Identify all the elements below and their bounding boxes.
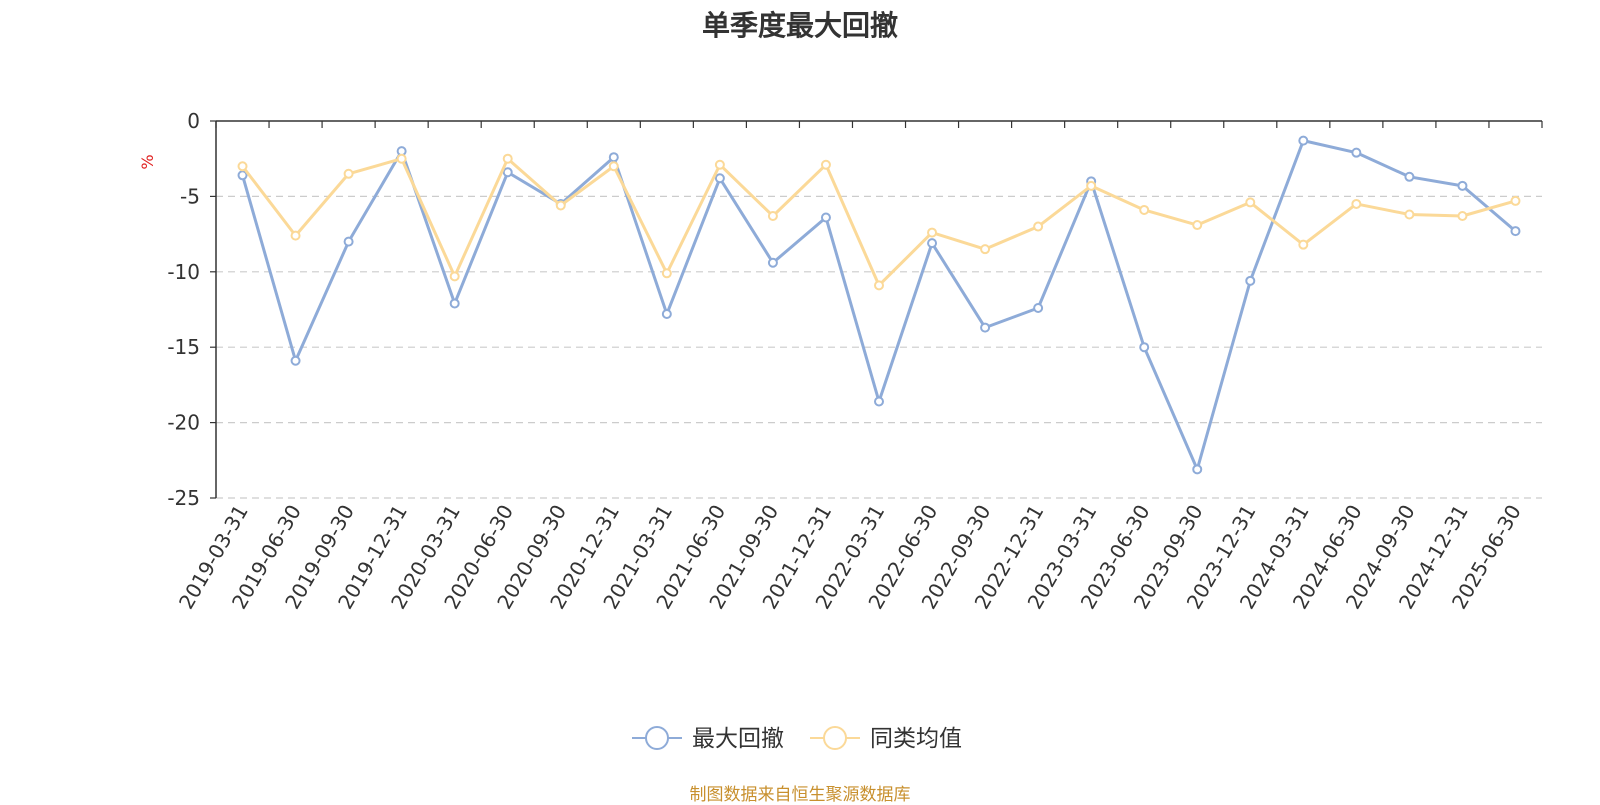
y-tick-label: 0	[187, 109, 200, 133]
data-point[interactable]	[1351, 147, 1362, 158]
data-point[interactable]	[714, 159, 725, 170]
data-point[interactable]	[449, 298, 460, 309]
data-point[interactable]	[661, 309, 672, 320]
data-point[interactable]	[1245, 197, 1256, 208]
data-point[interactable]	[1298, 239, 1309, 250]
data-point[interactable]	[1245, 275, 1256, 286]
data-point[interactable]	[608, 152, 619, 163]
data-point[interactable]	[1351, 198, 1362, 209]
data-point[interactable]	[608, 161, 619, 172]
data-point[interactable]	[661, 268, 672, 279]
data-point[interactable]	[1033, 302, 1044, 313]
grid-lines	[216, 195, 1542, 499]
data-point[interactable]	[820, 159, 831, 170]
data-point[interactable]	[874, 396, 884, 407]
data-point[interactable]	[290, 355, 301, 366]
y-tick-label: -20	[167, 411, 200, 435]
data-point[interactable]	[714, 173, 725, 184]
series-line	[241, 157, 1516, 287]
legend-item[interactable]: 最大回撤	[632, 726, 784, 752]
chart-title: 单季度最大回撤	[701, 9, 898, 42]
data-point[interactable]	[1192, 464, 1203, 475]
data-point[interactable]	[449, 271, 460, 282]
legend-label: 最大回撤	[692, 726, 784, 752]
data-point[interactable]	[980, 244, 991, 255]
legend[interactable]: 最大回撤 同类均值	[632, 726, 962, 752]
y-tick-label: -10	[167, 260, 200, 284]
data-point[interactable]	[1457, 211, 1468, 222]
data-point[interactable]	[767, 257, 778, 268]
data-point[interactable]	[874, 280, 884, 291]
data-point[interactable]	[237, 170, 248, 181]
data-point[interactable]	[1139, 342, 1150, 353]
data-point[interactable]	[1033, 221, 1044, 232]
series-line	[241, 139, 1517, 471]
y-axis-unit-label: %	[138, 154, 157, 169]
data-point[interactable]	[555, 200, 566, 211]
series-2	[237, 153, 1521, 291]
data-source-note: 制图数据来自恒生聚源数据库	[689, 785, 911, 805]
data-point[interactable]	[343, 236, 354, 247]
data-point[interactable]	[502, 167, 513, 178]
data-point[interactable]	[237, 161, 248, 172]
y-tick-label: -15	[167, 335, 200, 359]
data-point[interactable]	[1457, 180, 1468, 191]
data-point[interactable]	[1298, 135, 1309, 146]
data-point[interactable]	[980, 322, 991, 333]
legend-marker	[823, 726, 847, 750]
data-point[interactable]	[1510, 195, 1521, 206]
data-point[interactable]	[1086, 180, 1097, 191]
axes: 0-5-10-15-20-252019-03-312019-06-302019-…	[167, 109, 1543, 613]
legend-item[interactable]: 同类均值	[810, 726, 962, 752]
data-point[interactable]	[927, 227, 938, 238]
y-tick-label: -5	[180, 184, 200, 208]
legend-marker	[645, 726, 669, 750]
legend-label: 同类均值	[870, 726, 962, 752]
data-point[interactable]	[1404, 171, 1415, 182]
data-point[interactable]	[502, 153, 513, 164]
data-point[interactable]	[1139, 204, 1150, 215]
y-tick-label: -25	[167, 486, 200, 510]
data-point[interactable]	[1510, 226, 1521, 237]
data-point[interactable]	[767, 211, 778, 222]
data-point[interactable]	[290, 230, 301, 241]
data-point[interactable]	[927, 238, 938, 249]
data-point[interactable]	[343, 168, 354, 179]
data-point[interactable]	[820, 212, 831, 223]
data-point[interactable]	[1404, 209, 1415, 220]
data-point[interactable]	[1192, 220, 1203, 231]
series-lines	[237, 135, 1521, 475]
data-point[interactable]	[396, 153, 407, 164]
